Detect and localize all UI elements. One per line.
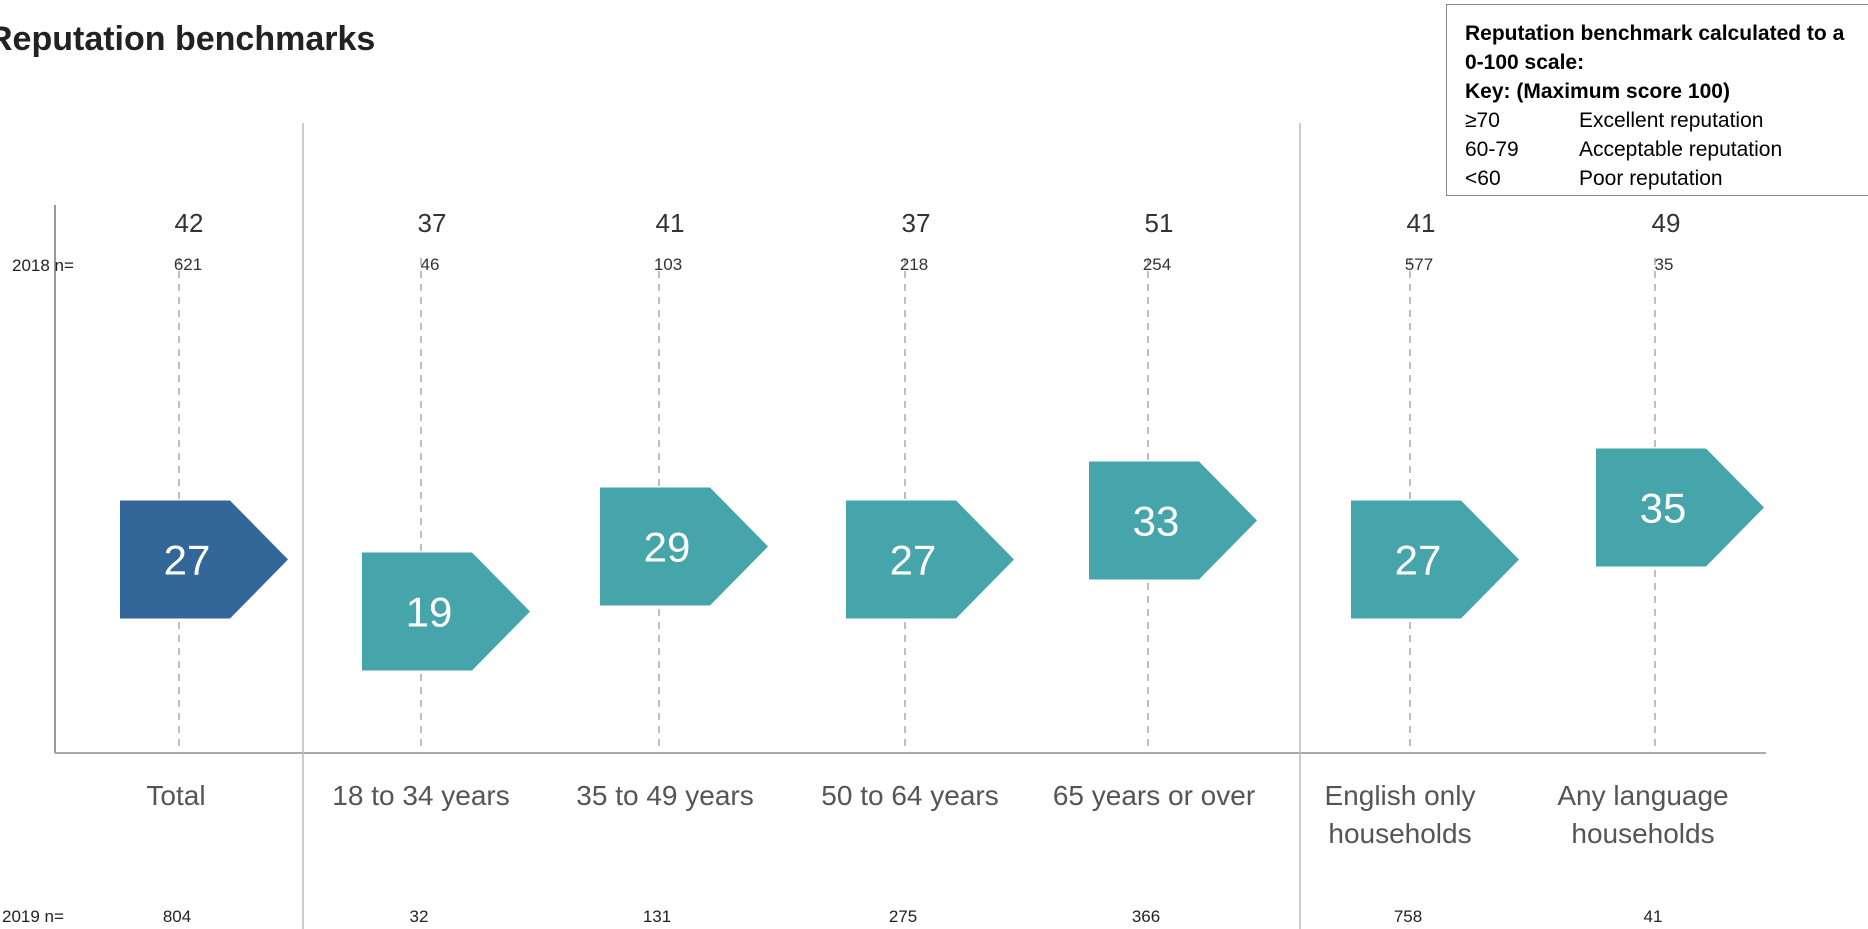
key-row-acceptable: 60-79 Acceptable reputation bbox=[1465, 135, 1867, 164]
n-2019-value: 804 bbox=[163, 907, 191, 926]
category-label: Total bbox=[146, 780, 205, 811]
score-2019: 33 bbox=[1133, 498, 1180, 545]
score-arrow-2019 bbox=[362, 552, 530, 671]
key-row-excellent: ≥70 Excellent reputation bbox=[1465, 106, 1867, 135]
n-2018-value: 35 bbox=[1655, 255, 1674, 274]
key-desc: Acceptable reputation bbox=[1579, 138, 1783, 161]
score-2019: 35 bbox=[1640, 485, 1687, 532]
n-2019-value: 758 bbox=[1394, 907, 1422, 926]
key-desc: Excellent reputation bbox=[1579, 109, 1764, 132]
score-arrow-2019 bbox=[120, 500, 288, 619]
category-label: English only bbox=[1325, 780, 1476, 811]
n-2018-value: 46 bbox=[421, 255, 440, 274]
n-2018-value: 218 bbox=[900, 255, 928, 274]
chart-title: Reputation benchmarks bbox=[0, 20, 376, 58]
n-2018-value: 621 bbox=[174, 255, 202, 274]
category-label: households bbox=[1571, 818, 1714, 849]
score-arrow-2019 bbox=[1351, 500, 1519, 619]
score-2018: 37 bbox=[418, 208, 447, 238]
key-box: Reputation benchmark calculated to a 0-1… bbox=[1446, 4, 1868, 196]
category-label: 65 years or over bbox=[1053, 780, 1255, 811]
category-label: 50 to 64 years bbox=[821, 780, 998, 811]
score-arrow-2019 bbox=[846, 500, 1014, 619]
score-2018: 37 bbox=[902, 208, 931, 238]
category-label: 35 to 49 years bbox=[576, 780, 753, 811]
score-2018: 41 bbox=[656, 208, 685, 238]
key-code: 60-79 bbox=[1465, 138, 1519, 161]
score-2019: 27 bbox=[890, 537, 937, 584]
n-2018-label: 2018 n= bbox=[12, 256, 74, 275]
key-heading-1: Reputation benchmark calculated to a bbox=[1465, 22, 1845, 45]
n-2018-value: 577 bbox=[1405, 255, 1433, 274]
key-heading-3: Key: (Maximum score 100) bbox=[1465, 80, 1730, 103]
score-2018: 42 bbox=[175, 208, 204, 238]
n-2018-value: 254 bbox=[1143, 255, 1171, 274]
key-code: <60 bbox=[1465, 167, 1501, 190]
n-2019-value: 366 bbox=[1132, 907, 1160, 926]
n-2019-value: 41 bbox=[1644, 907, 1663, 926]
n-2019-value: 275 bbox=[889, 907, 917, 926]
score-2019: 27 bbox=[1395, 537, 1442, 584]
chart-marks: 42 621 27 Total 804 37 46 19 18 to 34 years 32 41 1… bbox=[120, 208, 1764, 926]
key-row-poor: <60 Poor reputation bbox=[1465, 164, 1867, 193]
key-code: ≥70 bbox=[1465, 109, 1500, 132]
category-label: 18 to 34 years bbox=[332, 780, 509, 811]
score-2019: 27 bbox=[164, 537, 211, 584]
n-2018-value: 103 bbox=[654, 255, 682, 274]
score-arrow-2019 bbox=[600, 487, 768, 606]
key-desc: Poor reputation bbox=[1579, 167, 1723, 190]
score-2018: 51 bbox=[1145, 208, 1174, 238]
key-heading-2: 0-100 scale: bbox=[1465, 51, 1585, 74]
score-2018: 41 bbox=[1407, 208, 1436, 238]
score-2018: 49 bbox=[1652, 208, 1681, 238]
n-2019-value: 32 bbox=[410, 907, 429, 926]
n-2019-value: 131 bbox=[643, 907, 671, 926]
score-2019: 29 bbox=[644, 524, 691, 571]
n-2019-label: 2019 n= bbox=[2, 907, 64, 926]
category-label: Any language bbox=[1557, 780, 1728, 811]
score-arrow-2019 bbox=[1596, 448, 1764, 567]
score-arrow-2019 bbox=[1089, 461, 1257, 580]
score-2019: 19 bbox=[406, 589, 453, 636]
category-label: households bbox=[1328, 818, 1471, 849]
